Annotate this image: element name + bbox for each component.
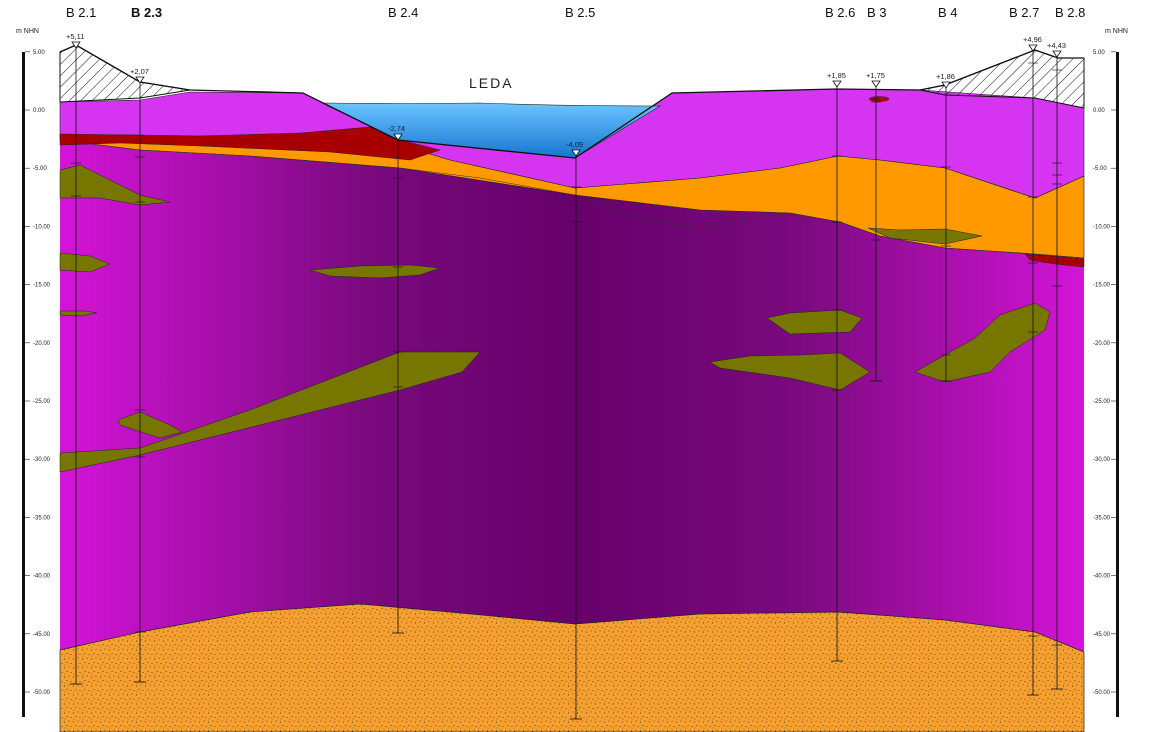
- borehole-b-4[interactable]: B 4 +1,86: [936, 5, 958, 382]
- ground-surface-line: [59, 44, 1084, 159]
- borehole-name: B 2.5: [565, 5, 595, 20]
- borehole-elevation: +1,75: [866, 71, 885, 80]
- river-water: [321, 102, 662, 159]
- borehole-elevation: -2,74: [388, 124, 405, 133]
- left-axis-tick-label: 5.00: [33, 50, 45, 56]
- borehole-b-2-4[interactable]: B 2.4 -2,74: [388, 5, 418, 634]
- left-axis-tick-label: -30.00: [33, 457, 51, 463]
- right-axis-tick-label: -50.00: [1093, 690, 1111, 696]
- borehole-elevation: +1,85: [827, 71, 846, 80]
- water-level-triangle: [71, 41, 81, 49]
- right-axis-tick-label: -40.00: [1093, 574, 1111, 580]
- borehole-name: B 2.6: [825, 5, 855, 20]
- borehole-b-2-6[interactable]: B 2.6 +1,85: [825, 5, 855, 662]
- olive-lens-10: [914, 302, 1051, 383]
- borehole-b-2-1[interactable]: B 2.1 +5,11: [66, 5, 96, 685]
- borehole-name: B 3: [867, 5, 887, 20]
- borehole-b-2-3[interactable]: B 2.3 +2,07: [130, 5, 162, 683]
- river-label: LEDA: [469, 75, 514, 91]
- borehole-name: B 4: [938, 5, 958, 20]
- olive-lens-9: [709, 352, 871, 391]
- borehole-name: B 2.8: [1055, 5, 1085, 20]
- water-level-triangle: [871, 80, 881, 88]
- right-axis-tick-label: 0.00: [1093, 108, 1105, 114]
- left-axis-tick-label: -40.00: [33, 574, 51, 580]
- right-axis-tick-label: -10.00: [1093, 224, 1111, 230]
- borehole-elevation: -4,09: [566, 140, 583, 149]
- right-axis-tick-label: -30.00: [1093, 457, 1111, 463]
- borehole-b-2-8[interactable]: B 2.8 +4,43: [1047, 5, 1085, 690]
- water-level-triangle: [135, 76, 145, 84]
- right-axis-tick-label: -20.00: [1093, 341, 1111, 347]
- borehole-b-2-7[interactable]: B 2.7 +4,96: [1009, 5, 1042, 696]
- borehole-b-3[interactable]: B 3 +1,75: [866, 5, 887, 382]
- water-level-triangle: [393, 133, 403, 141]
- left-axis-tick-label: -35.00: [33, 515, 51, 521]
- olive-lens-2: [59, 252, 111, 273]
- right-axis-tick-label: -45.00: [1093, 632, 1111, 638]
- olive-lens-4: [309, 264, 441, 279]
- water-level-triangle: [571, 149, 581, 157]
- left-axis-tick-label: -5.00: [33, 166, 47, 172]
- olive-lens-7: [867, 227, 983, 245]
- right-axis-tick-label: -25.00: [1093, 399, 1111, 405]
- right-axis-tick-label: -5.00: [1093, 166, 1107, 172]
- left-axis-tick-label: -45.00: [33, 632, 51, 638]
- borehole-elevation: +4,96: [1023, 35, 1042, 44]
- dark-red-lens-left: [59, 126, 441, 161]
- water-level-triangle: [832, 80, 842, 88]
- borehole-elevation: +5,11: [66, 32, 84, 41]
- right-axis-tick-label: -35.00: [1093, 515, 1111, 521]
- olive-lens-1: [59, 164, 171, 206]
- borehole-name: B 2.3: [131, 5, 162, 20]
- right-axis-tick-label: -15.00: [1093, 283, 1111, 289]
- boreholes: B 2.1 +5,11 B 2.3 +2,07 B 2.4 -2,74 B 2.5 -4,09…: [66, 5, 1085, 720]
- olive-lens-5: [59, 351, 481, 473]
- left-axis-tick-label: -10.00: [33, 224, 51, 230]
- borehole-elevation: +4,43: [1047, 41, 1066, 50]
- borehole-name: B 2.4: [388, 5, 418, 20]
- axis-unit-left: m NHN: [16, 28, 39, 35]
- right-depth-axis: m NHN 5.00 0.00 -5.00 -10.00 -15.00 -20.00 -25…: [1093, 28, 1128, 717]
- borehole-name: B 2.7: [1009, 5, 1039, 20]
- dark-red-lens-right: [1024, 253, 1085, 268]
- right-axis-tick-label: 5.00: [1093, 50, 1105, 56]
- borehole-name: B 2.1: [66, 5, 96, 20]
- water-level-triangle: [1052, 50, 1062, 58]
- water-level-triangle: [1028, 44, 1038, 52]
- olive-lens-8: [766, 309, 863, 335]
- axis-unit-right: m NHN: [1105, 28, 1128, 35]
- olive-lenses: [59, 164, 1051, 473]
- orange-lower-boundary: [59, 139, 1085, 259]
- left-axis-tick-label: 0.00: [33, 108, 45, 114]
- borehole-b-2-5[interactable]: B 2.5 -4,09: [565, 5, 595, 720]
- borehole-elevation: +2,07: [130, 67, 149, 76]
- left-depth-axis: m NHN 5.00 0.00 -5.00 -10.00 -15.00 -20.00 -25…: [16, 28, 51, 717]
- lower-sand-layer: [59, 603, 1085, 732]
- left-axis-tick-label: -25.00: [33, 399, 51, 405]
- left-axis-tick-label: -20.00: [33, 341, 51, 347]
- borehole-elevation: +1,86: [936, 72, 955, 81]
- left-axis-tick-label: -50.00: [33, 690, 51, 696]
- left-axis-tick-label: -15.00: [33, 283, 51, 289]
- water-level-triangle: [941, 81, 951, 89]
- olive-lens-3: [59, 310, 98, 317]
